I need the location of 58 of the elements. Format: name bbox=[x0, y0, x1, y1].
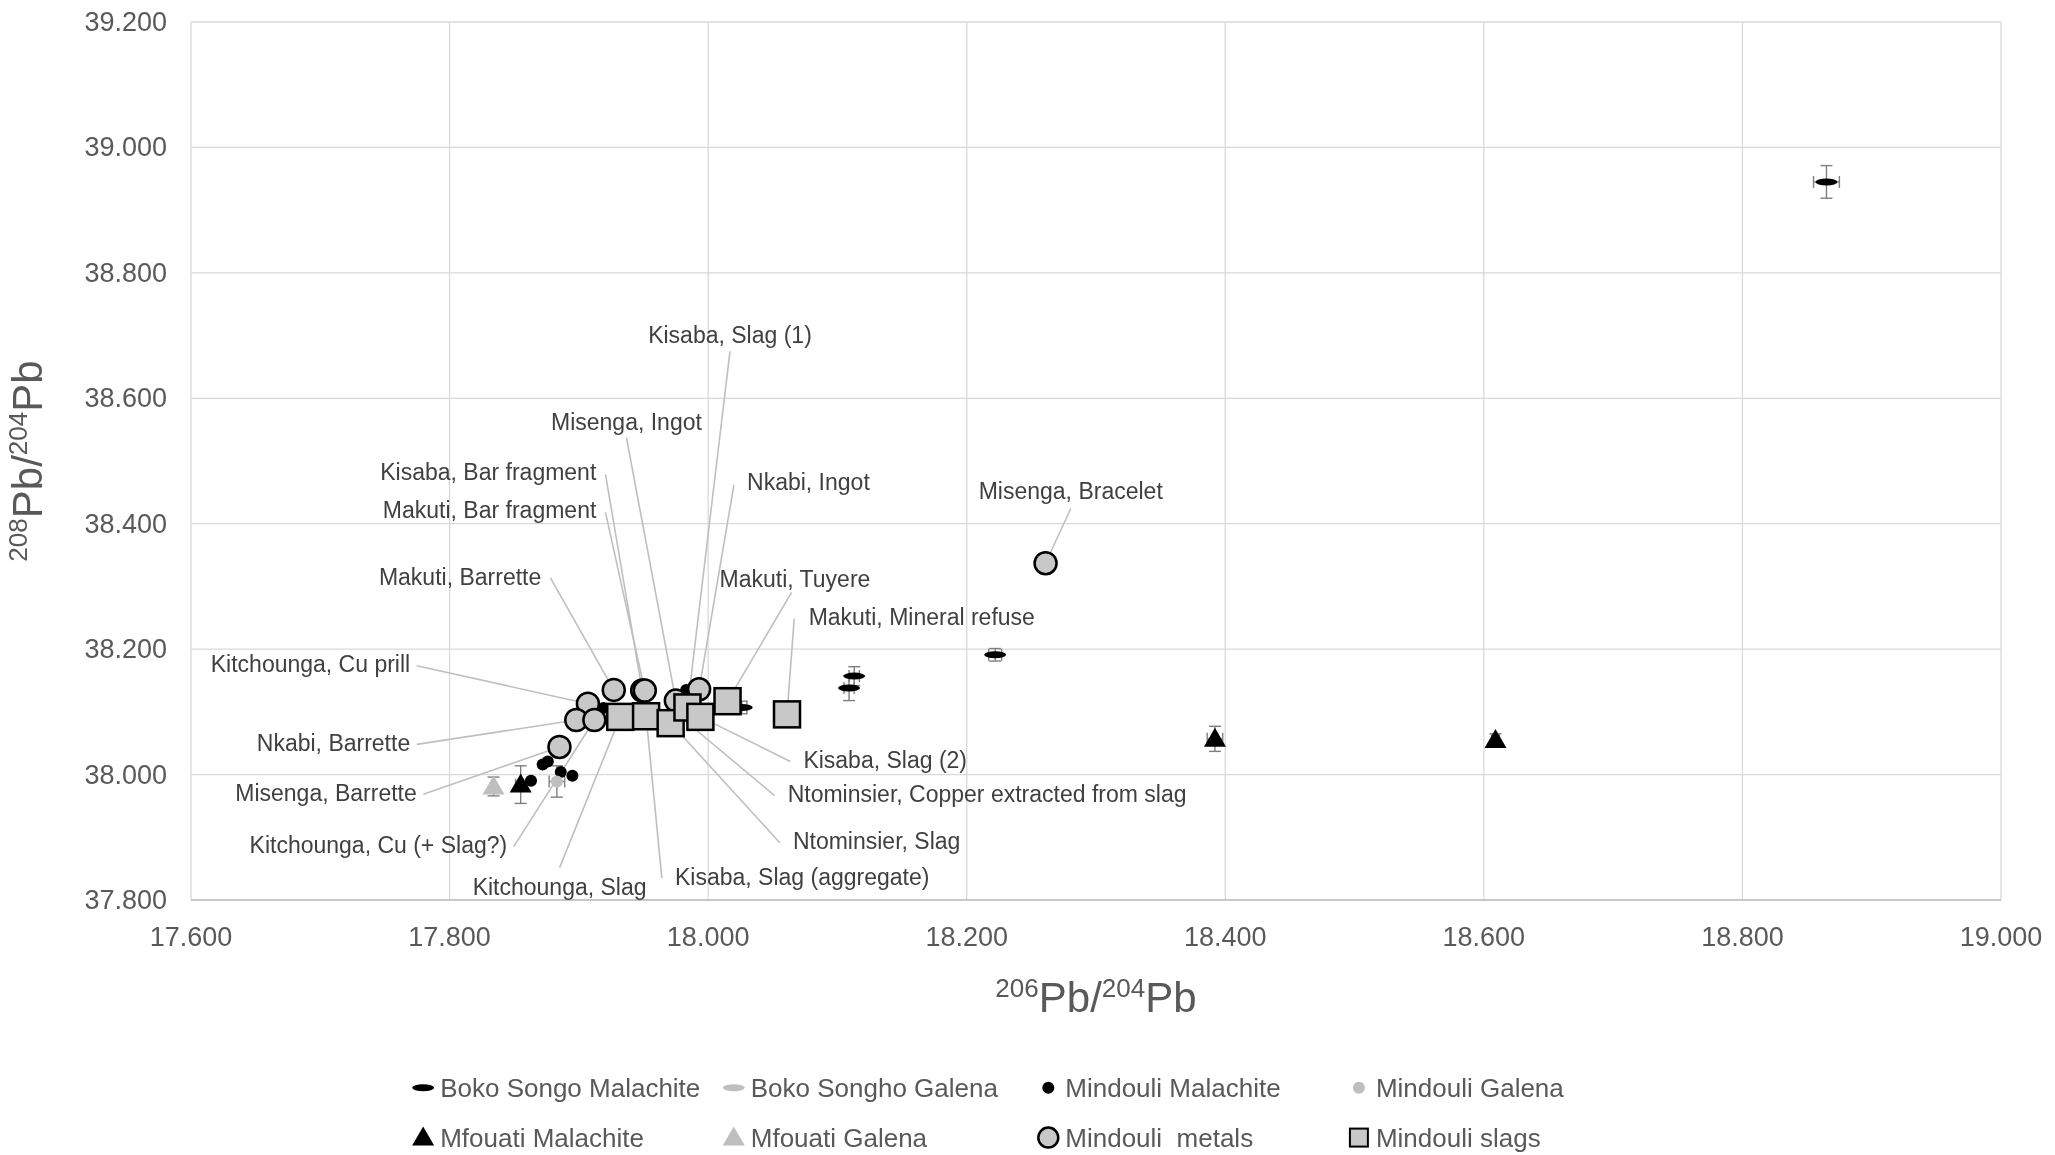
point bbox=[686, 702, 715, 732]
annotation: Kitchounga, Cu prill bbox=[210, 651, 411, 678]
annotation: Misenga, Ingot bbox=[551, 408, 703, 435]
legend-label: Mfouati Galena bbox=[750, 1122, 928, 1153]
y-tick-label: 37.800 bbox=[84, 885, 167, 915]
y-tick-label: 38.000 bbox=[84, 759, 167, 790]
annotation: Kisaba, Bar fragment bbox=[380, 458, 597, 485]
point bbox=[582, 707, 607, 733]
point bbox=[1033, 550, 1058, 576]
x-axis-title: $^{206}$Pb/$^{204}$Pb bbox=[995, 973, 1197, 1021]
legend-label: Boko Songho Galena bbox=[750, 1072, 999, 1103]
point bbox=[547, 734, 572, 760]
x-tick-label: 18.200 bbox=[925, 922, 1009, 952]
x-tick-label: 17.600 bbox=[149, 922, 233, 952]
annotation: Ntominsier, Slag bbox=[792, 828, 961, 855]
annotation: Makuti, Tuyere bbox=[719, 566, 871, 593]
legend-label: Mindouli slags bbox=[1375, 1122, 1541, 1153]
x-tick-label: 19.000 bbox=[1959, 922, 2043, 952]
legend-label: Mindouli metals bbox=[1065, 1122, 1254, 1153]
annotation: Kisaba, Slag (aggregate) bbox=[674, 863, 930, 890]
annotation: Ntominsier, Copper extracted from slag bbox=[787, 781, 1187, 808]
annotation: Nkabi, Barrette bbox=[256, 729, 411, 756]
x-tick-label: 18.600 bbox=[1442, 922, 1526, 952]
point bbox=[541, 755, 554, 768]
point bbox=[554, 766, 567, 779]
legend-label: Mfouati Malachite bbox=[440, 1122, 644, 1153]
point bbox=[1484, 729, 1507, 749]
x-tick-label: 18.800 bbox=[1701, 922, 1784, 952]
y-tick-label: 39.000 bbox=[84, 132, 167, 163]
annotation: Kisaba, Slag (2) bbox=[803, 747, 968, 773]
annotation: Makuti, Barrette bbox=[378, 563, 542, 590]
point bbox=[713, 686, 742, 716]
annotation: Makuti, Bar fragment bbox=[382, 496, 597, 523]
point bbox=[525, 774, 538, 787]
point bbox=[605, 702, 635, 732]
point bbox=[1203, 727, 1226, 747]
annotation: Misenga, Barrette bbox=[235, 779, 417, 806]
annotation: Misenga, Bracelet bbox=[978, 478, 1164, 505]
annotation: Makuti, Mineral refuse bbox=[808, 604, 1035, 631]
annotation: Kitchounga, Slag bbox=[472, 874, 647, 901]
y-tick-label: 38.800 bbox=[84, 257, 167, 288]
x-tick-label: 18.400 bbox=[1183, 922, 1267, 952]
point bbox=[772, 700, 802, 729]
y-tick-label: 38.600 bbox=[84, 383, 167, 414]
point bbox=[566, 769, 579, 782]
legend-label: Mindouli Malachite bbox=[1065, 1072, 1281, 1103]
y-tick-label: 38.200 bbox=[84, 634, 167, 665]
annotation: Kitchounga, Cu (+ Slag?) bbox=[249, 832, 508, 859]
x-tick-label: 18.000 bbox=[666, 922, 750, 952]
x-tick-label: 17.800 bbox=[408, 922, 491, 952]
annotation: Nkabi, Ingot bbox=[747, 469, 871, 496]
y-tick-label: 38.400 bbox=[84, 508, 167, 539]
point bbox=[601, 677, 627, 703]
point bbox=[509, 773, 532, 793]
legend-label: Mindouli Galena bbox=[1375, 1072, 1565, 1103]
legend-label: Boko Songo Malachite bbox=[440, 1072, 701, 1103]
annotation: Kisaba, Slag (1) bbox=[648, 322, 812, 349]
y-tick-label: 39.200 bbox=[84, 7, 167, 37]
